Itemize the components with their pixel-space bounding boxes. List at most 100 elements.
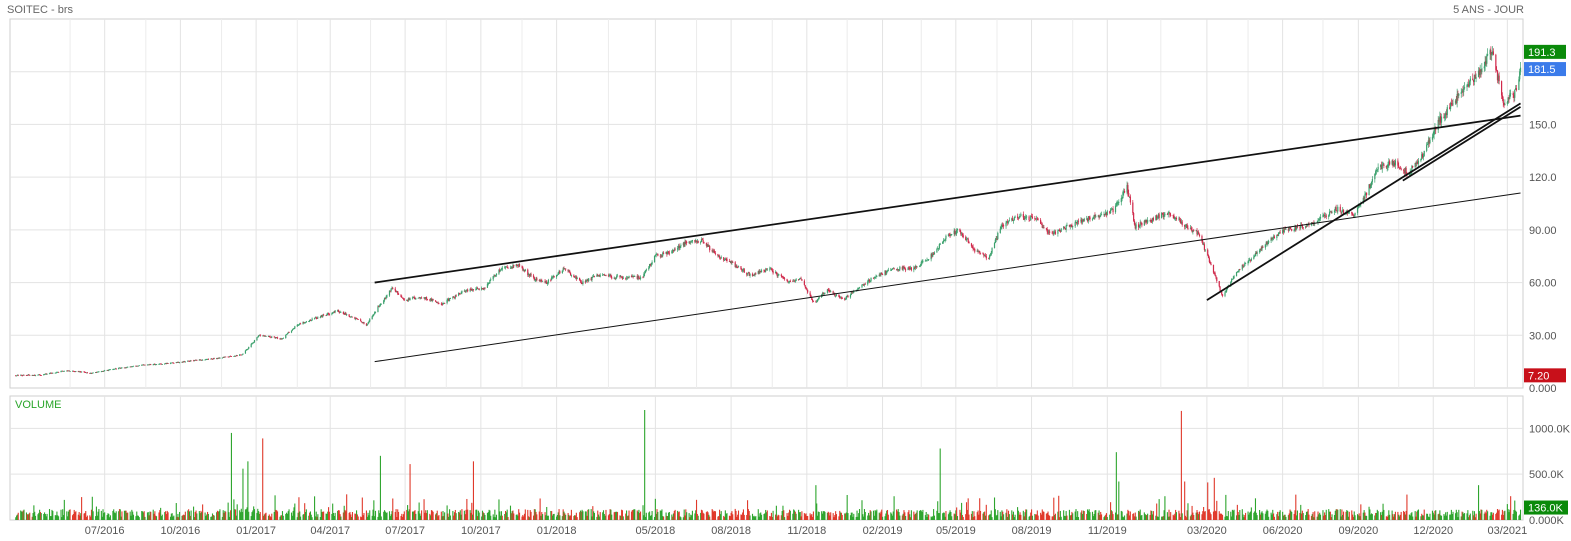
volume-bar	[447, 513, 449, 520]
candle-body	[608, 275, 610, 277]
candle-body	[106, 370, 108, 371]
volume-bar	[182, 515, 184, 520]
volume-bar	[499, 511, 501, 520]
volume-bar	[323, 511, 325, 520]
candle-body	[481, 288, 483, 290]
volume-bar	[994, 509, 996, 520]
candle-body	[515, 264, 517, 267]
candle-body	[639, 277, 641, 279]
volume-bar	[159, 510, 161, 520]
volume-bar	[942, 512, 945, 520]
candle-body	[234, 355, 237, 357]
candle-body	[1006, 221, 1008, 223]
candle-body	[25, 375, 28, 376]
candle-body	[239, 354, 242, 356]
volume-bar	[598, 516, 600, 520]
volume-bar	[755, 516, 757, 520]
candle-body	[690, 241, 693, 243]
candle-body	[452, 296, 454, 299]
volume-bar	[1093, 513, 1095, 520]
candle-body	[442, 303, 444, 305]
candle-body	[1115, 204, 1117, 206]
candle-body	[701, 239, 703, 241]
candle-body	[317, 317, 319, 319]
volume-bar	[545, 515, 547, 520]
candle-body	[1260, 248, 1262, 250]
volume-bar	[276, 511, 279, 520]
candle-body	[1213, 272, 1215, 274]
candle-body	[1043, 227, 1045, 229]
candle-body	[778, 274, 780, 276]
candle-body	[858, 287, 861, 289]
volume-bar	[325, 513, 327, 520]
candle-body	[552, 275, 554, 277]
candle-body	[412, 297, 414, 298]
volume-bar	[250, 516, 252, 520]
candle-body	[659, 255, 661, 257]
candle-body	[413, 297, 415, 299]
volume-bar	[1273, 516, 1275, 520]
volume-bar	[1385, 516, 1387, 520]
candle-body	[1106, 211, 1108, 216]
candle-body	[800, 278, 802, 280]
candle-body	[1104, 214, 1106, 215]
candle-body	[1342, 209, 1344, 212]
volume-bar	[799, 511, 801, 520]
candle-body	[607, 275, 610, 277]
volume-bar	[1017, 507, 1019, 520]
candle-body	[1058, 229, 1061, 232]
volume-bar	[1105, 514, 1107, 520]
candle-body	[602, 274, 605, 276]
candle-body	[386, 295, 388, 297]
candle-body	[1319, 218, 1321, 220]
candle-body	[886, 270, 889, 272]
candle-body	[985, 256, 987, 259]
candle-body	[509, 267, 512, 269]
candle-body	[728, 260, 731, 262]
candle-body	[1105, 212, 1108, 216]
candle-body	[513, 264, 515, 267]
candle-body	[619, 275, 621, 278]
candle-body	[764, 271, 766, 272]
candle-body	[499, 269, 501, 271]
candle-body	[1467, 84, 1469, 86]
volume-bar	[357, 516, 359, 520]
candle-body	[333, 311, 335, 313]
candle-body	[569, 270, 571, 273]
volume-bar	[1175, 509, 1177, 520]
volume-bar	[973, 511, 975, 520]
candle-body	[1460, 92, 1462, 94]
volume-bar	[155, 515, 157, 520]
volume-bar	[369, 510, 371, 520]
volume-bar	[1283, 514, 1285, 520]
candle-body	[527, 269, 529, 276]
volume-bar	[793, 509, 795, 520]
candle-body	[1145, 219, 1147, 223]
volume-bar	[177, 513, 179, 520]
volume-bar	[1477, 485, 1480, 520]
candle-body	[1295, 226, 1297, 230]
volume-bar	[1189, 516, 1191, 520]
candle-body	[343, 314, 345, 315]
candle-body	[1167, 212, 1169, 215]
candle-body	[643, 274, 645, 278]
candle-body	[869, 280, 871, 282]
candle-body	[511, 267, 513, 269]
candle-body	[880, 272, 882, 276]
candle-body	[1149, 220, 1151, 221]
volume-bar	[1215, 511, 1217, 520]
volume-bar	[1501, 509, 1503, 520]
volume-bar	[1087, 510, 1089, 520]
volume-bar	[430, 515, 432, 520]
candle-body	[732, 261, 734, 263]
volume-bar	[371, 515, 373, 520]
candle-body	[458, 293, 460, 296]
volume-bar	[1198, 514, 1200, 520]
volume-bar	[812, 511, 814, 520]
candle-body	[1093, 214, 1095, 217]
volume-bar	[1391, 510, 1393, 520]
volume-bar	[1497, 510, 1499, 520]
volume-bar	[1112, 514, 1114, 520]
candle-body	[638, 276, 640, 278]
candle-body	[723, 259, 726, 261]
